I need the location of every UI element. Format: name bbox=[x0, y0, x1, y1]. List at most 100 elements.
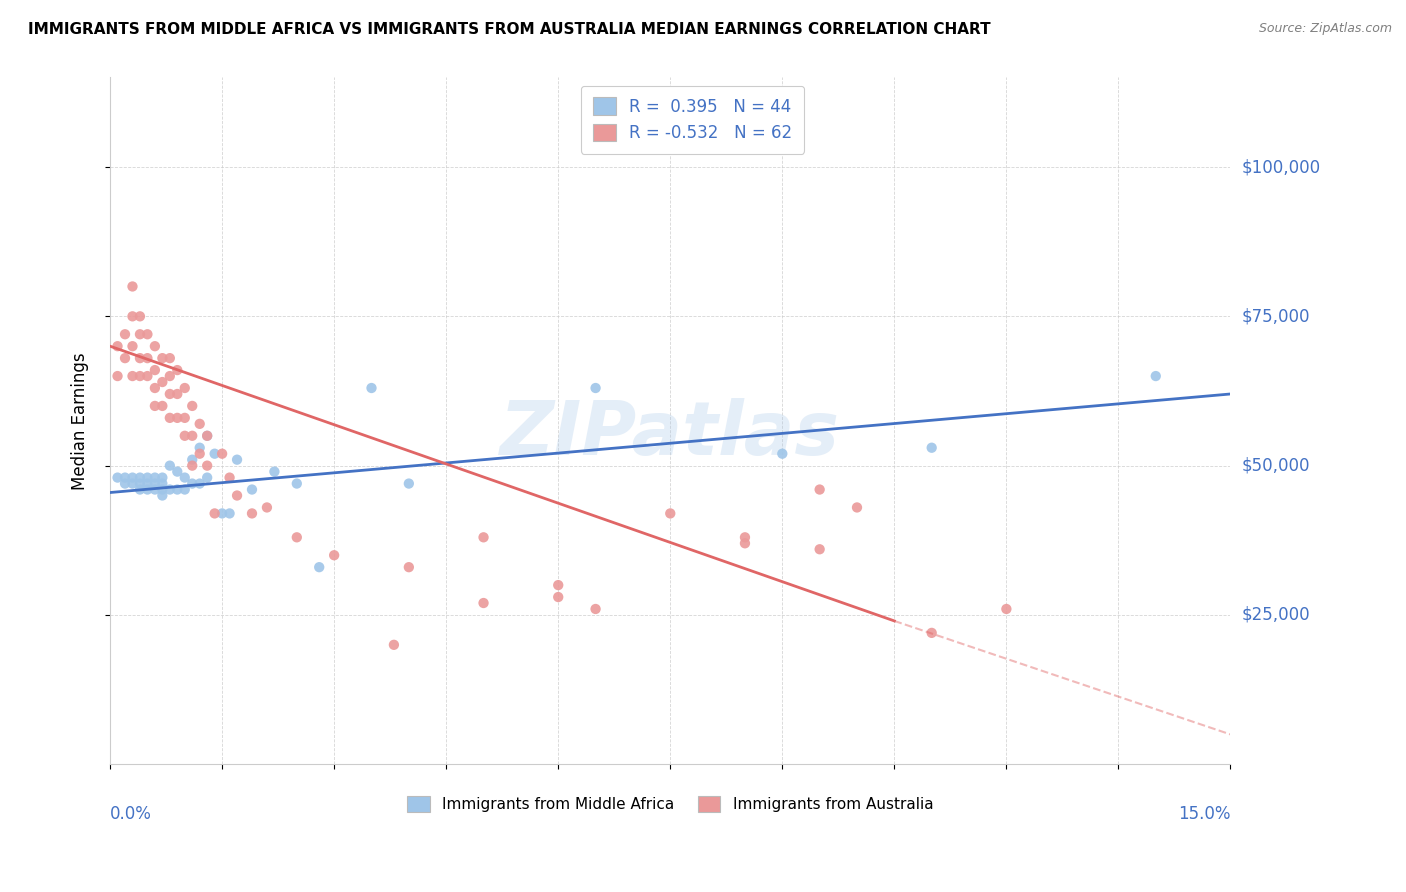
Point bbox=[188, 447, 211, 461]
Point bbox=[150, 470, 173, 484]
Point bbox=[136, 483, 159, 497]
Point bbox=[585, 381, 607, 395]
Point bbox=[218, 507, 240, 521]
Text: Source: ZipAtlas.com: Source: ZipAtlas.com bbox=[1258, 22, 1392, 36]
Point bbox=[150, 399, 173, 413]
Point bbox=[240, 507, 263, 521]
Point bbox=[547, 590, 569, 604]
Point bbox=[256, 500, 278, 515]
Point bbox=[136, 351, 159, 366]
Text: IMMIGRANTS FROM MIDDLE AFRICA VS IMMIGRANTS FROM AUSTRALIA MEDIAN EARNINGS CORRE: IMMIGRANTS FROM MIDDLE AFRICA VS IMMIGRA… bbox=[28, 22, 991, 37]
Point bbox=[734, 536, 756, 550]
Point bbox=[136, 476, 159, 491]
Point bbox=[159, 387, 181, 401]
Point bbox=[173, 470, 195, 484]
Point bbox=[114, 470, 136, 484]
Point bbox=[285, 530, 308, 544]
Point bbox=[143, 381, 166, 395]
Point bbox=[107, 470, 129, 484]
Text: $50,000: $50,000 bbox=[1241, 457, 1310, 475]
Point bbox=[143, 339, 166, 353]
Point bbox=[285, 476, 308, 491]
Point bbox=[166, 363, 188, 377]
Point bbox=[211, 507, 233, 521]
Point bbox=[159, 458, 181, 473]
Point bbox=[121, 470, 143, 484]
Point bbox=[995, 602, 1018, 616]
Point bbox=[808, 542, 831, 557]
Point bbox=[472, 530, 495, 544]
Point bbox=[129, 470, 152, 484]
Point bbox=[173, 410, 195, 425]
Point bbox=[143, 476, 166, 491]
Point bbox=[166, 465, 188, 479]
Point bbox=[181, 458, 204, 473]
Point bbox=[921, 626, 943, 640]
Point bbox=[166, 483, 188, 497]
Point bbox=[240, 483, 263, 497]
Point bbox=[188, 417, 211, 431]
Point bbox=[226, 489, 249, 503]
Point bbox=[159, 483, 181, 497]
Point bbox=[181, 429, 204, 443]
Point bbox=[121, 369, 143, 384]
Point bbox=[204, 447, 226, 461]
Text: ZIPatlas: ZIPatlas bbox=[501, 398, 841, 471]
Point bbox=[143, 363, 166, 377]
Point bbox=[150, 375, 173, 389]
Point bbox=[107, 339, 129, 353]
Y-axis label: Median Earnings: Median Earnings bbox=[72, 352, 89, 490]
Point bbox=[204, 507, 226, 521]
Point bbox=[150, 351, 173, 366]
Point bbox=[808, 483, 831, 497]
Point bbox=[226, 452, 249, 467]
Text: $75,000: $75,000 bbox=[1241, 308, 1310, 326]
Point bbox=[136, 327, 159, 342]
Point bbox=[166, 387, 188, 401]
Point bbox=[129, 476, 152, 491]
Text: $25,000: $25,000 bbox=[1241, 606, 1310, 624]
Point bbox=[181, 476, 204, 491]
Point bbox=[129, 483, 152, 497]
Point bbox=[173, 381, 195, 395]
Point bbox=[398, 476, 420, 491]
Point bbox=[136, 470, 159, 484]
Point bbox=[218, 470, 240, 484]
Point bbox=[107, 369, 129, 384]
Point bbox=[143, 470, 166, 484]
Point bbox=[188, 441, 211, 455]
Point bbox=[114, 351, 136, 366]
Point bbox=[166, 410, 188, 425]
Point bbox=[211, 447, 233, 461]
Point bbox=[585, 602, 607, 616]
Point bbox=[195, 429, 218, 443]
Point bbox=[770, 447, 793, 461]
Point bbox=[263, 465, 285, 479]
Point bbox=[143, 399, 166, 413]
Point bbox=[121, 476, 143, 491]
Legend: Immigrants from Middle Africa, Immigrants from Australia: Immigrants from Middle Africa, Immigrant… bbox=[401, 790, 939, 819]
Point bbox=[308, 560, 330, 574]
Point bbox=[121, 339, 143, 353]
Point bbox=[1144, 369, 1167, 384]
Point bbox=[129, 327, 152, 342]
Point bbox=[159, 369, 181, 384]
Point bbox=[659, 507, 682, 521]
Point bbox=[150, 483, 173, 497]
Point bbox=[114, 327, 136, 342]
Point bbox=[121, 310, 143, 324]
Point bbox=[150, 476, 173, 491]
Text: $100,000: $100,000 bbox=[1241, 158, 1320, 176]
Point bbox=[195, 470, 218, 484]
Point bbox=[173, 483, 195, 497]
Point bbox=[136, 369, 159, 384]
Point bbox=[195, 429, 218, 443]
Point bbox=[143, 483, 166, 497]
Point bbox=[159, 351, 181, 366]
Point bbox=[547, 578, 569, 592]
Text: 0.0%: 0.0% bbox=[110, 805, 152, 823]
Point bbox=[188, 476, 211, 491]
Point bbox=[159, 410, 181, 425]
Point bbox=[472, 596, 495, 610]
Point bbox=[921, 441, 943, 455]
